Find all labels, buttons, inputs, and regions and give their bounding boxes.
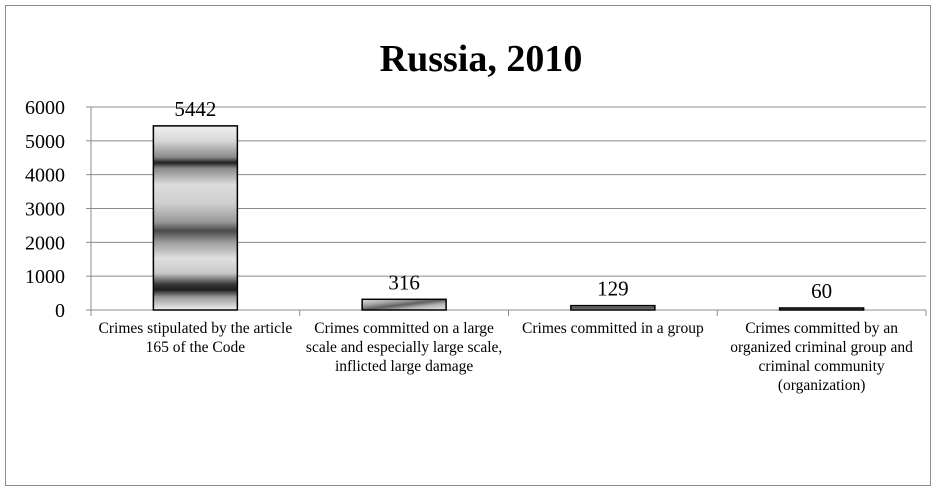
data-label: 316 xyxy=(388,270,420,294)
y-tick-label: 1000 xyxy=(25,266,65,288)
bars xyxy=(152,125,865,311)
x-tick-label: Crimes committed in a group xyxy=(522,320,704,337)
bar xyxy=(778,307,865,311)
data-label: 129 xyxy=(597,277,629,301)
x-tick-label: Crimes committed on a large scale and es… xyxy=(305,320,503,375)
y-tick-label: 2000 xyxy=(25,232,65,254)
x-tick-label: Crimes committed by an organized crimina… xyxy=(730,320,913,394)
data-label: 5442 xyxy=(174,97,216,121)
chart-area: Russia, 2010 0 1000 2000 3000 4000 5000 6000 5… xyxy=(5,5,931,486)
bar xyxy=(570,304,656,311)
y-tick-label: 3000 xyxy=(25,199,65,221)
y-tick-label: 0 xyxy=(55,300,65,322)
x-tick-label: Crimes stipulated by the article 165 of … xyxy=(98,320,293,356)
chart-svg: Russia, 2010 0 1000 2000 3000 4000 5000 6000 5… xyxy=(25,38,927,322)
y-tick-label: 5000 xyxy=(25,131,65,153)
y-axis-tick-labels: 0 1000 2000 3000 4000 5000 6000 xyxy=(25,97,65,322)
bar xyxy=(152,125,239,311)
data-labels: 5442 316 129 60 xyxy=(174,97,832,303)
chart-title: Russia, 2010 xyxy=(380,38,583,80)
bar xyxy=(361,298,447,311)
y-tick-label: 4000 xyxy=(25,165,65,187)
data-label: 60 xyxy=(811,279,832,303)
y-tick-label: 6000 xyxy=(25,97,65,119)
